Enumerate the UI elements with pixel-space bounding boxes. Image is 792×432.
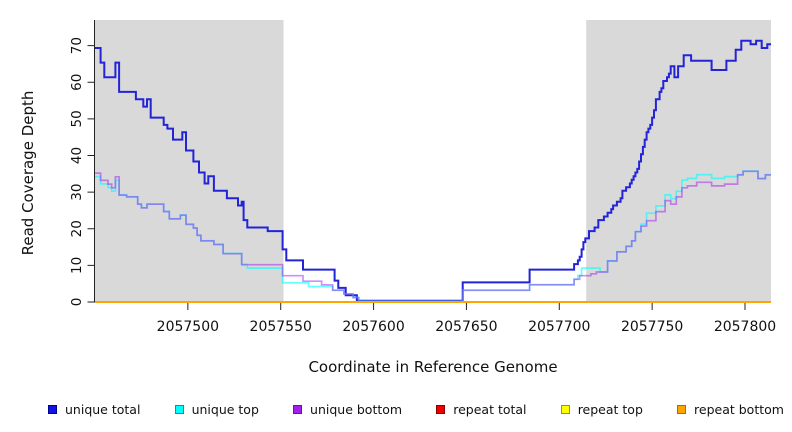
- legend: unique total unique top unique bottom repea…: [48, 398, 784, 420]
- y-tick-label: 30: [69, 184, 85, 201]
- left-repeat-flank-shading: [95, 20, 284, 303]
- y-tick-label: 10: [69, 257, 85, 274]
- legend-item-unique-bottom: unique bottom: [293, 402, 402, 417]
- x-tick-label: 2057500: [157, 319, 219, 335]
- legend-label-repeat-total: repeat total: [453, 401, 527, 417]
- repeat-top-swatch-icon: [560, 404, 570, 414]
- x-tick-label: 2057750: [621, 319, 683, 335]
- y-tick-label: 70: [69, 37, 85, 54]
- legend-label-unique-top: unique top: [191, 401, 259, 417]
- legend-label-repeat-top: repeat top: [577, 401, 643, 417]
- x-tick-label: 2057800: [714, 319, 776, 335]
- x-tick-label: 2057700: [528, 319, 590, 335]
- x-tick-label: 2057550: [250, 319, 312, 335]
- y-axis-title: Read Coverage Depth: [19, 90, 37, 256]
- unique-total-swatch-icon: [48, 404, 57, 414]
- unique-top-swatch-icon: [174, 404, 184, 414]
- x-tick-label: 2057600: [342, 319, 404, 335]
- repeat-bottom-swatch-icon: [677, 404, 687, 414]
- repeat-total-swatch-icon: [436, 404, 446, 414]
- y-tick-label: 20: [69, 220, 85, 237]
- unique-bottom-swatch-icon: [293, 404, 303, 414]
- legend-item-repeat-total: repeat total: [436, 401, 527, 417]
- legend-item-unique-total: unique total: [48, 402, 140, 417]
- legend-label-unique-bottom: unique bottom: [310, 401, 403, 417]
- x-axis-title: Coordinate in Reference Genome: [308, 358, 558, 376]
- legend-item-repeat-bottom: repeat bottom: [677, 402, 784, 417]
- legend-label-repeat-bottom: repeat bottom: [694, 401, 784, 417]
- y-tick-label: 0: [69, 298, 85, 307]
- x-tick-label: 2057650: [435, 319, 497, 335]
- y-tick-label: 50: [69, 110, 85, 127]
- legend-item-unique-top: unique top: [174, 401, 259, 417]
- series-line-unique-total: [95, 39, 771, 302]
- legend-item-repeat-top: repeat top: [560, 401, 643, 417]
- legend-label-unique-total: unique total: [65, 401, 141, 417]
- y-tick-label: 60: [69, 74, 85, 91]
- y-tick-label: 40: [69, 147, 85, 164]
